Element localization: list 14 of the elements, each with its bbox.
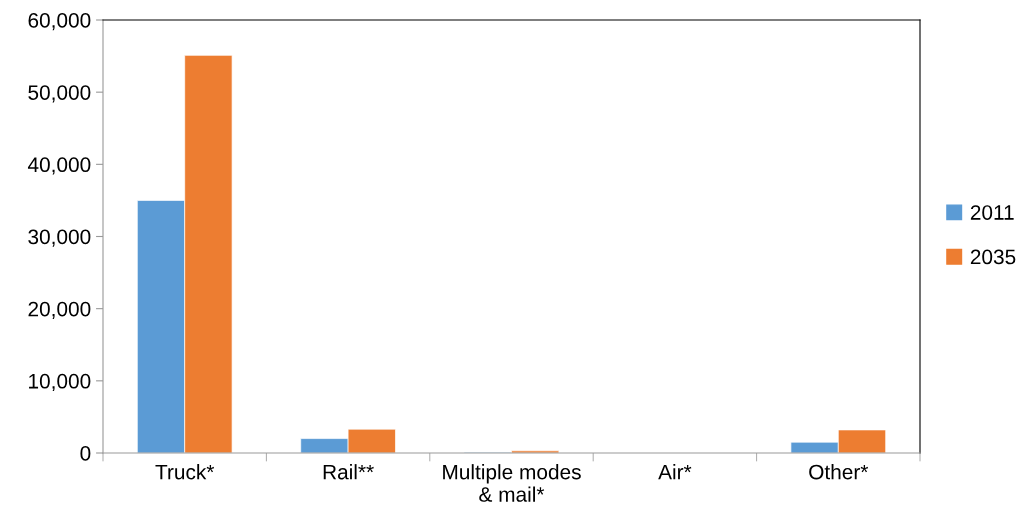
legend-label: 2011 [970,205,1014,220]
y-tick-label: 10,000 [29,373,91,392]
x-tick-label: Multiple modes & mail* [443,464,581,502]
legend-label: 2035 [970,249,1016,265]
y-tick-label: 50,000 [28,85,91,103]
y-tick-label: 60,000 [28,13,91,31]
x-tick-label: Air* [658,464,692,480]
y-tick-label: 30,000 [28,229,91,247]
x-tick-label: Other* [809,464,869,480]
x-tick-label: Truck* [155,464,215,480]
y-tick-label: 20,000 [28,301,91,319]
x-tick-label: Rail** [323,464,374,480]
y-tick-label: 0 [80,446,91,461]
y-tick-label: 40,000 [27,157,91,175]
